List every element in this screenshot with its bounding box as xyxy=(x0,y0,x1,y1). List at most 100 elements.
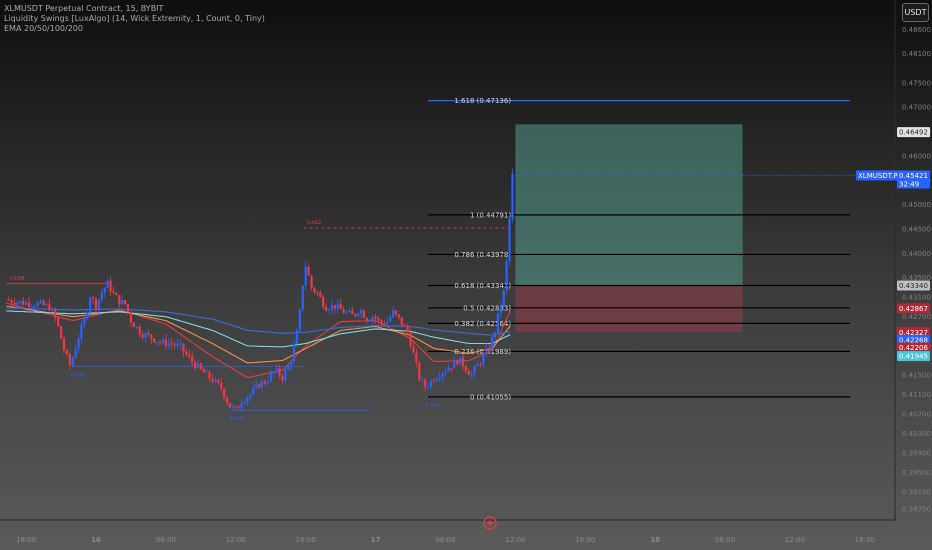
candle-body xyxy=(205,371,208,373)
y-tick-label: 0.44500 xyxy=(902,226,931,234)
x-tick-label: 06:00 xyxy=(156,536,176,544)
candle-body xyxy=(389,317,392,322)
candle-body xyxy=(228,403,232,408)
candle-body xyxy=(225,397,229,404)
candle-body xyxy=(182,343,185,352)
candle-body xyxy=(362,310,366,318)
x-tick-label: 12:00 xyxy=(226,536,246,544)
y-tick-label: 0.40700 xyxy=(902,411,931,419)
price-tag-bg xyxy=(897,127,930,138)
price-tag: 0.42867 xyxy=(897,303,930,314)
x-tick-label: 12:00 xyxy=(785,536,805,544)
candle-body xyxy=(464,366,467,371)
candles-group xyxy=(7,168,514,413)
candle-body xyxy=(83,318,86,325)
x-tick-label: 18:00 xyxy=(16,536,36,544)
candle-body xyxy=(10,300,13,303)
candle-body xyxy=(51,309,54,311)
candle-body xyxy=(65,350,68,355)
fib-level-label: 0.5 (0.42883) xyxy=(463,304,511,312)
candle-body xyxy=(150,334,153,339)
indicator-liquidity-swings[interactable]: Liquidity Swings [LuxAlgo] (14, Wick Ext… xyxy=(4,14,265,23)
candle-body xyxy=(176,343,179,346)
candle-body xyxy=(57,317,60,327)
fib-level-label: 0.786 (0.43978) xyxy=(454,251,511,259)
candle-body xyxy=(16,302,19,305)
fib-level-label: 0.236 (0.41989) xyxy=(454,348,511,356)
candle-body xyxy=(223,388,226,398)
candle-body xyxy=(132,322,135,328)
candle-body xyxy=(511,173,514,219)
candle-body xyxy=(240,403,243,408)
candle-body xyxy=(444,371,447,373)
candle-body xyxy=(470,373,473,376)
candle-body xyxy=(421,379,424,381)
symbol-tag-bg xyxy=(856,170,897,181)
liquidity-level-label: 0.4168 xyxy=(70,372,84,377)
symbol-title[interactable]: XLMUSDT Perpetual Contract, 15, BYBIT xyxy=(4,4,164,13)
candle-body xyxy=(409,332,412,347)
indicator-ema[interactable]: EMA 20/50/100/200 xyxy=(4,24,83,33)
candle-body xyxy=(424,379,427,387)
candle-body xyxy=(141,334,144,338)
candle-body xyxy=(237,407,240,409)
price-tag: 0.42327 xyxy=(897,327,930,338)
candle-body xyxy=(386,321,389,325)
candle-body xyxy=(441,372,444,378)
y-tick-label: 0.47500 xyxy=(902,79,931,87)
candle-body xyxy=(179,343,182,345)
candle-body xyxy=(287,365,290,370)
candle-body xyxy=(508,218,511,262)
candle-body xyxy=(493,332,497,338)
target-zone xyxy=(515,124,743,286)
candle-body xyxy=(115,293,118,296)
fib-level-label: 1.618 (0.47136) xyxy=(454,97,511,105)
x-tick-label: 06:00 xyxy=(435,536,455,544)
chart-legend: XLMUSDT Perpetual Contract, 15, BYBIT Li… xyxy=(4,4,265,34)
candle-body xyxy=(263,381,267,384)
candle-body xyxy=(211,378,214,383)
candle-body xyxy=(359,310,363,314)
candle-body xyxy=(301,285,304,310)
candle-body xyxy=(453,360,456,369)
candle-body xyxy=(106,280,109,288)
y-tick-label: 0.48100 xyxy=(902,50,931,58)
candle-body xyxy=(94,298,98,310)
candle-body xyxy=(456,360,459,365)
price-tag-bg xyxy=(897,303,930,314)
candle-body xyxy=(397,314,400,318)
price-tag-countdown: 32:49 xyxy=(899,180,919,188)
candle-body xyxy=(126,304,130,313)
candle-body xyxy=(467,370,470,376)
x-tick-label: 17 xyxy=(371,536,381,544)
candle-body xyxy=(54,309,57,318)
candle-body xyxy=(188,354,191,357)
candle-body xyxy=(342,309,345,314)
candle-body xyxy=(351,310,354,314)
x-tick-label: 18 xyxy=(650,536,660,544)
candle-body xyxy=(339,304,342,310)
price-tag-bg xyxy=(897,280,930,291)
candle-body xyxy=(316,291,319,293)
candle-body xyxy=(458,357,462,365)
candle-body xyxy=(199,363,202,369)
candle-body xyxy=(185,351,188,355)
candle-body xyxy=(30,306,34,308)
candle-body xyxy=(290,361,293,366)
candle-body xyxy=(336,304,339,309)
currency-button[interactable]: USDT xyxy=(902,3,929,22)
candle-body xyxy=(324,306,328,311)
candle-body xyxy=(488,348,491,350)
candle-body xyxy=(429,380,433,387)
candle-body xyxy=(482,355,485,365)
candle-body xyxy=(147,332,150,335)
candle-body xyxy=(255,384,258,389)
candle-body xyxy=(91,297,95,299)
price-tag-text: 0.41945 xyxy=(899,353,928,361)
fib-level-label: 0 (0.41055) xyxy=(470,393,511,401)
candle-body xyxy=(45,304,48,306)
candle-body xyxy=(121,300,124,305)
candle-body xyxy=(461,357,465,367)
